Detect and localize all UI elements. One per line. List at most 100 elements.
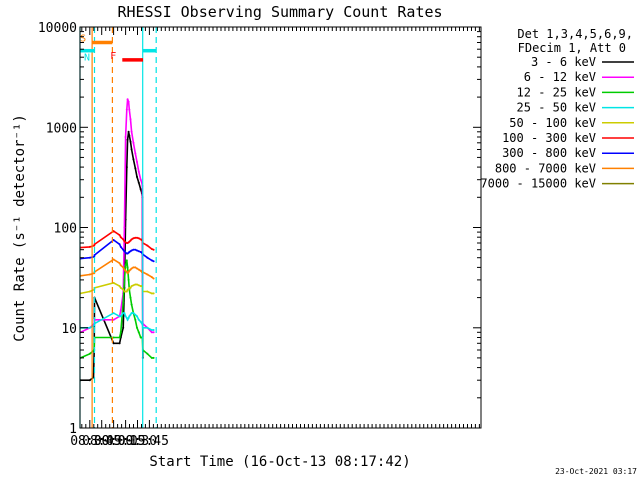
series-6-point: [122, 238, 125, 241]
series-3-point: [130, 303, 133, 306]
series-1-point: [132, 158, 135, 161]
series-1-point: [88, 379, 91, 382]
series-2-point: [123, 226, 126, 229]
series-3-point: [146, 352, 149, 355]
series-7-point: [112, 239, 115, 241]
series-5-point: [88, 290, 91, 293]
series-7-point: [150, 259, 153, 262]
series-8-point: [122, 266, 125, 269]
series-7-point: [119, 245, 122, 248]
series-3-point: [124, 264, 127, 267]
series-3-point: [88, 352, 91, 355]
legend-label-3: 12 - 25 keV: [517, 85, 596, 99]
series-2-point: [137, 170, 140, 173]
x-tick-label: 09:45: [130, 434, 169, 449]
series-5-point: [130, 285, 133, 288]
series-3-point: [122, 301, 125, 304]
series-5-point: [127, 288, 130, 291]
series-1-point: [137, 181, 140, 184]
series-5-point: [122, 288, 125, 291]
series-6-point: [152, 248, 155, 251]
series-8-point: [134, 266, 137, 269]
series-4-point: [125, 317, 128, 319]
legend-label-9: 7000 - 15000 keV: [480, 177, 596, 191]
series-2-point: [119, 309, 122, 312]
series-2-point: [152, 331, 155, 334]
series-6-point: [146, 244, 149, 247]
series-4-point: [146, 326, 149, 329]
y-tick-label: 10: [61, 322, 77, 337]
series-7-point: [137, 250, 140, 253]
series-3-point: [112, 336, 115, 339]
series-5-point: [132, 284, 135, 287]
series-6-point: [134, 236, 137, 239]
series-8-point: [119, 264, 122, 267]
series-5-point: [152, 292, 155, 295]
series-7-point: [118, 243, 121, 246]
series-3-point: [123, 278, 126, 281]
series-1-point: [122, 326, 125, 329]
series-1-point: [130, 148, 133, 151]
series-2-point: [130, 130, 133, 133]
series-7-point: [123, 250, 126, 253]
series-7-point: [134, 248, 137, 251]
y-axis-label: Count Rate (s⁻¹ detector⁻¹): [12, 114, 28, 342]
series-7-point: [136, 249, 138, 252]
series-2-point: [125, 108, 128, 111]
series-1-point: [126, 138, 129, 141]
y-tick-label: 10000: [38, 21, 77, 36]
x-tick-label: 08:30: [70, 434, 109, 449]
legend-label-1: 3 - 6 keV: [531, 55, 596, 69]
series-3-point: [126, 266, 129, 269]
series-4-point: [93, 324, 96, 327]
series-1-point: [139, 188, 142, 191]
series-4-point: [128, 315, 131, 318]
legend-label-5: 50 - 100 keV: [509, 116, 596, 130]
legend-label-8: 800 - 7000 keV: [495, 161, 596, 175]
series-4-point: [152, 329, 155, 331]
series-6-point: [112, 230, 115, 233]
series-4-point: [88, 326, 91, 329]
series-4-point: [119, 315, 122, 318]
series-1-point: [134, 167, 137, 170]
series-1-point: [125, 166, 128, 169]
series-3-point: [125, 259, 128, 262]
series-3-point: [129, 296, 132, 299]
series-2-point: [127, 100, 130, 103]
series-2-point: [150, 331, 153, 334]
series-5-point: [118, 285, 121, 288]
series-2-point: [139, 178, 142, 181]
series-3-point: [136, 326, 138, 329]
series-7-point: [93, 254, 96, 257]
state-bar-label-s: S: [80, 34, 86, 45]
series-5-point: [146, 290, 149, 293]
legend-label-7: 300 - 800 keV: [502, 146, 596, 160]
series-5-point: [136, 283, 138, 286]
series-7-point: [88, 256, 91, 259]
series-8-point: [137, 268, 140, 271]
series-1-point: [118, 342, 121, 345]
series-8-point: [132, 266, 135, 269]
series-5-point: [150, 292, 153, 295]
series-2-point: [132, 141, 135, 144]
chart-title: RHESSI Observing Summary Count Rates: [117, 3, 442, 21]
series-3-point: [134, 318, 137, 321]
series-4-point: [123, 312, 126, 315]
series-6-point: [132, 237, 135, 240]
series-1-point: [136, 175, 138, 178]
series-3-point: [119, 331, 122, 334]
series-2-point: [126, 98, 129, 101]
y-tick-label: 1: [69, 422, 77, 437]
series-2-point: [128, 108, 131, 111]
series-4-point: [137, 318, 140, 321]
series-1-point: [112, 342, 115, 345]
series-5-point: [119, 286, 122, 289]
series-5-point: [129, 286, 132, 289]
state-bar-label-n: N: [84, 53, 90, 64]
series-3-point: [150, 356, 153, 359]
series-7-point: [152, 260, 155, 263]
series-8-point: [150, 276, 153, 279]
series-6-point: [136, 236, 138, 239]
